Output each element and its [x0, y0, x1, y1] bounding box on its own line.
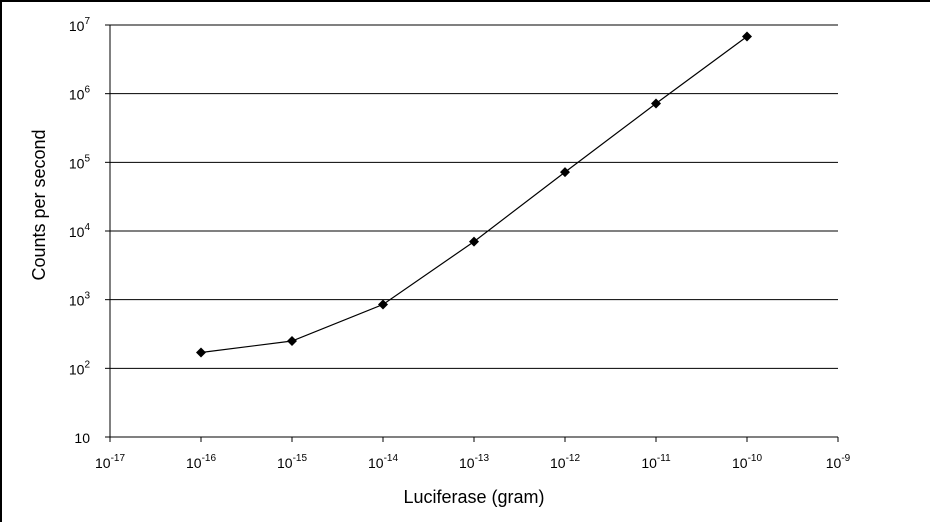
y-ticks: 10 102 103 104 105 106 107 [69, 16, 110, 446]
data-point-marker [651, 98, 661, 109]
x-tick-label: 10-12 [550, 453, 580, 471]
x-tick-label: 10-13 [459, 453, 489, 471]
x-tick-label: 10-10 [732, 453, 762, 471]
x-tick-label: 10-9 [826, 453, 851, 471]
x-tick-label: 10-11 [641, 453, 671, 471]
data-point-marker [560, 167, 570, 178]
x-tick-label: 10-17 [95, 453, 125, 471]
x-tick-label: 10-14 [368, 453, 398, 471]
x-tick-label: 10-16 [186, 453, 216, 471]
y-tick-label: 105 [69, 153, 91, 171]
y-tick-label: 107 [69, 16, 91, 34]
data-point-marker [742, 31, 752, 42]
data-series [196, 31, 752, 358]
data-point-marker [196, 347, 206, 358]
x-axis-title: Luciferase (gram) [403, 487, 544, 507]
data-point-marker [287, 336, 297, 346]
gridlines [110, 24, 838, 369]
data-point-marker [378, 299, 388, 310]
y-tick-label: 10 [74, 430, 90, 446]
x-tick-label: 10-15 [277, 453, 307, 471]
y-tick-label: 103 [69, 291, 91, 309]
y-tick-label: 102 [69, 359, 91, 377]
data-point-marker [469, 236, 479, 247]
y-tick-label: 106 [69, 85, 91, 103]
y-axis-title: Counts per second [29, 129, 49, 280]
x-ticks: 10-17 10-16 10-15 10-14 10-13 10-12 10-11 10-10… [95, 437, 851, 471]
y-tick-label: 104 [69, 222, 91, 240]
